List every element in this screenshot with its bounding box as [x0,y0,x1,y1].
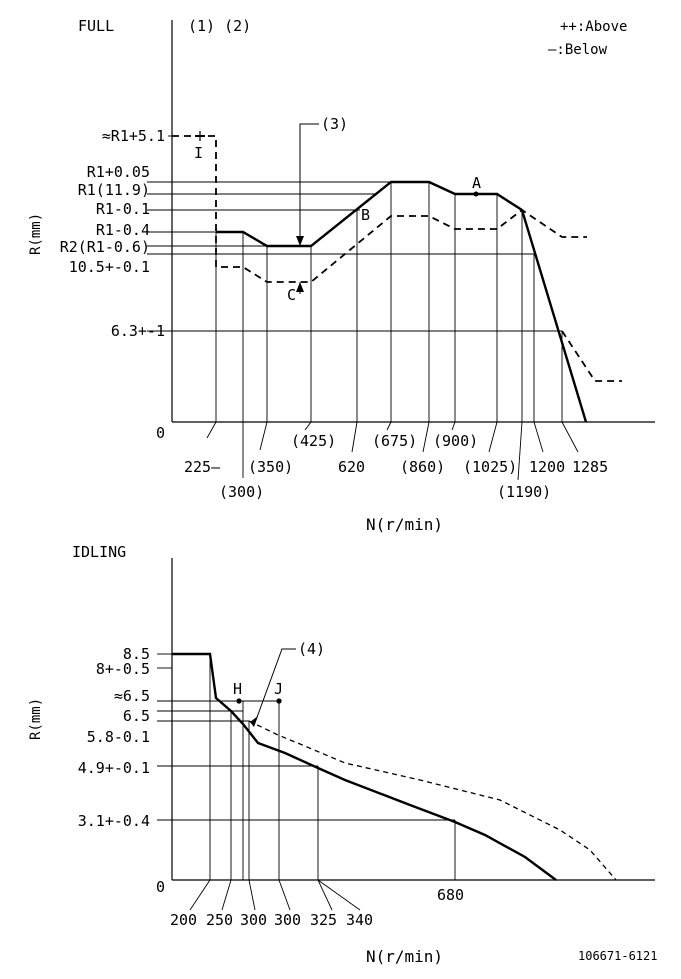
idling-above-curve [172,652,557,881]
idling-x-leaders [189,879,361,911]
full-notes: (1) (2) [188,17,251,35]
label-680: 680 [437,886,464,904]
full-x-labels: 225— (300) (350) (425) 620 (675) (860) (… [184,432,608,501]
label-340: 340 [346,911,373,929]
label-200: 200 [170,911,197,929]
label-1200: 1200 [529,458,565,476]
full-reference-lines [147,135,562,332]
label-10-5: 10.5+-0.1 [69,258,150,276]
label-approx-6-5: ≈6.5 [114,687,150,705]
idling-chart: IDLING [28,543,655,966]
idling-x-labels: 200 250 300 300 325 340 680 [170,886,464,929]
label-1285: 1285 [572,458,608,476]
idling-y-axis-label: R(mm) [28,698,44,740]
full-x-axis-label: N(r/min) [366,515,443,534]
label-r1-11-9: R1(11.9) [78,181,150,199]
full-y-labels: ≈R1+5.1 R1+0.05 R1(11.9) R1-0.1 R1-0.4 R… [60,127,165,340]
label-r1-plus-5-1: ≈R1+5.1 [102,127,165,145]
label-250: 250 [206,911,233,929]
full-chart: FULL (1) (2) ++:Above —:Below [28,17,655,534]
full-title: FULL [78,17,114,35]
full-above-curve [216,180,588,423]
label-675: (675) [372,432,417,450]
label-r1-minus-0-1: R1-0.1 [96,200,150,218]
idling-y-labels: 8.5 8+-0.5 ≈6.5 6.5 5.8-0.1 4.9+-0.1 3.1… [78,645,150,830]
full-x-leaders [206,421,579,481]
idling-vertical-lines [209,654,456,880]
label-5-8: 5.8-0.1 [87,728,150,746]
label-r2: R2(R1-0.6) [60,238,150,256]
point-i-label: I [194,144,203,162]
label-300: (300) [219,483,264,501]
idling-below-curve [248,720,617,881]
full-below-curve-tail [561,330,622,382]
full-origin: 0 [156,424,165,442]
full-below-curve [172,135,587,283]
idling-reference-lines [157,653,455,821]
idling-origin: 0 [156,878,165,896]
point-a-label: A [472,174,481,192]
label-6-3: 6.3+-1 [111,322,165,340]
label-3-1: 3.1+-0.4 [78,812,150,830]
label-350: (350) [248,458,293,476]
label-900: (900) [433,432,478,450]
note4-leader [255,648,296,721]
label-300a: 300 [240,911,267,929]
idling-x-axis-label: N(r/min) [366,947,443,966]
label-1190: (1190) [497,483,551,501]
label-4-9: 4.9+-0.1 [78,759,150,777]
drawing-number: 106671-6121 [578,949,657,963]
idling-title: IDLING [72,543,126,561]
label-620: 620 [338,458,365,476]
label-6-5: 6.5 [123,707,150,725]
legend-above: ++:Above [560,19,627,35]
label-8-plus-0-5: 8+-0.5 [96,660,150,678]
note3-leader [299,123,319,246]
label-300b: 300 [274,911,301,929]
full-y-axis-label: R(mm) [28,213,44,255]
label-425: (425) [291,432,336,450]
label-1025: (1025) [463,458,517,476]
point-b-label: B [361,206,370,224]
note4-label: (4) [298,640,325,658]
label-225: 225— [184,458,221,476]
label-860: (860) [400,458,445,476]
legend-below: —:Below [548,42,608,58]
label-325: 325 [310,911,337,929]
label-r1-plus-0-05: R1+0.05 [87,163,150,181]
point-j-label: J [274,680,283,698]
label-r1-minus-0-4: R1-0.4 [96,221,150,239]
point-h-label: H [233,680,242,698]
label-8-5: 8.5 [123,645,150,663]
point-c-label: C [287,286,296,304]
note3-label: (3) [321,115,348,133]
